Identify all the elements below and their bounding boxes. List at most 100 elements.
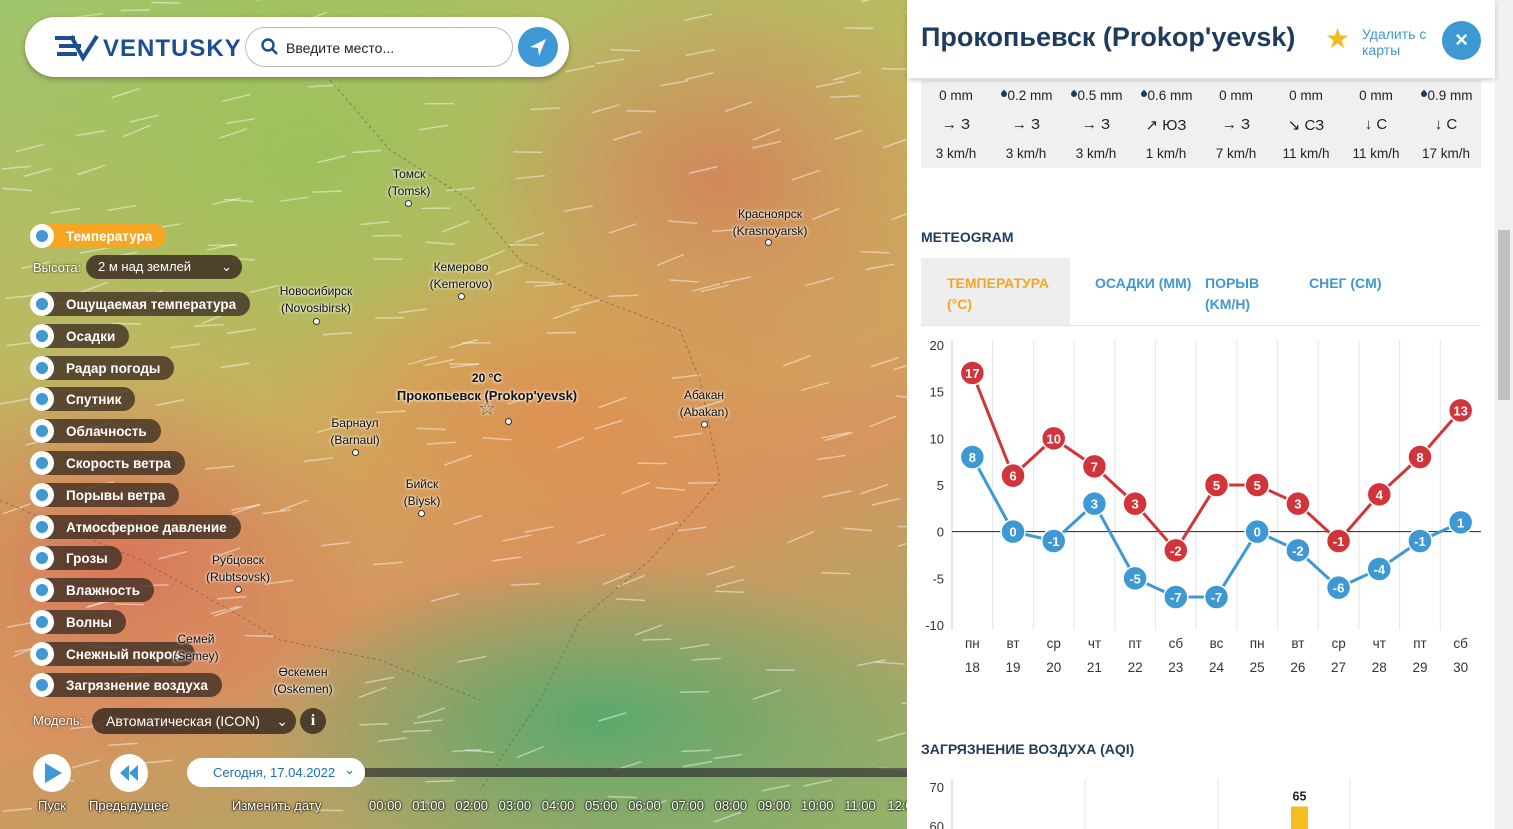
city-label[interactable]: Семей (Semey) — [173, 631, 218, 665]
time-label[interactable]: 00:00 — [369, 798, 402, 813]
wind-streak — [752, 140, 782, 149]
meteogram-tab[interactable]: СНЕГ (CM) — [1309, 275, 1382, 291]
wind-streak — [556, 436, 584, 449]
layer-icon — [30, 546, 54, 570]
time-label[interactable]: 01:00 — [412, 798, 445, 813]
wind-streak — [516, 746, 544, 759]
layer-item[interactable]: Спутник — [30, 387, 136, 411]
wind-streak — [656, 253, 685, 266]
data-label: -7 — [1170, 590, 1182, 605]
point — [1000, 518, 1026, 545]
city-label[interactable]: Красноярск (Krasnoyarsk) — [733, 206, 808, 240]
city-dot — [418, 510, 425, 517]
time-label[interactable]: 02:00 — [455, 798, 488, 813]
y-tick-label: -5 — [932, 571, 944, 586]
info-button[interactable]: i — [300, 708, 326, 734]
layer-item[interactable]: Волны — [30, 610, 126, 634]
city-label[interactable]: Томск (Tomsk) — [388, 166, 431, 200]
scrollbar[interactable] — [1495, 0, 1513, 829]
date-select[interactable]: Сегодня, 17.04.2022 ⌄ — [187, 758, 365, 787]
time-label[interactable]: 10:00 — [801, 798, 834, 813]
layer-item[interactable]: Загрязнение воздуха — [30, 673, 222, 697]
layer-item[interactable]: Скорость ветра — [30, 451, 185, 475]
wind-streak — [513, 151, 543, 154]
meteogram-tab[interactable]: ОСАДКИ (MM) — [1095, 275, 1192, 291]
model-label: Модель: — [33, 713, 84, 728]
layer-label: Температура — [66, 228, 153, 244]
y-tick-label: 70 — [930, 780, 944, 795]
time-label[interactable]: 03:00 — [498, 798, 532, 813]
wind-streak — [677, 526, 707, 532]
data-label: 0 — [1009, 525, 1016, 540]
wind-streak — [373, 561, 403, 566]
city-label[interactable]: Кемерово (Kemerovo) — [430, 259, 493, 293]
height-select[interactable]: 2 м над землей ⌄ — [86, 255, 242, 279]
city-label[interactable]: Бийск (Biysk) — [404, 476, 441, 510]
wind-streak — [401, 729, 432, 733]
wind-streak — [397, 308, 428, 314]
layer-icon — [30, 224, 54, 248]
locate-button[interactable] — [518, 27, 558, 67]
layer-active[interactable]: Температура — [30, 224, 167, 248]
wind-streak — [79, 247, 109, 254]
favorite-star[interactable]: ★ — [1325, 23, 1351, 54]
meteogram-tab[interactable]: ПОРЫВ (KM/H) — [1205, 275, 1260, 312]
layer-item[interactable]: Грозы — [30, 546, 122, 570]
remove-link[interactable]: Удалить с карты — [1362, 26, 1427, 58]
wind-streak — [669, 279, 699, 283]
wind-streak — [502, 534, 532, 542]
layer-label: Облачность — [66, 423, 147, 439]
scroll-thumb[interactable] — [1498, 230, 1510, 400]
precipitation: 0 mm — [1289, 88, 1323, 103]
precipitation: 0 mm — [939, 88, 973, 103]
time-label[interactable]: 07:00 — [671, 798, 704, 813]
wind-streak — [0, 398, 29, 405]
date-label: 25 — [1250, 660, 1265, 675]
city-dot — [352, 449, 359, 456]
date-label: 28 — [1372, 660, 1387, 675]
point — [1407, 444, 1433, 470]
time-label[interactable]: 06:00 — [628, 798, 661, 813]
city-label[interactable]: Новосибирск (Novosibirsk) — [280, 283, 352, 317]
logo[interactable]: VENTUSKY — [103, 35, 242, 62]
wind-streak — [869, 415, 897, 428]
time-label[interactable]: 08:00 — [714, 798, 748, 813]
time-label[interactable]: 05:00 — [585, 798, 618, 813]
date-label: 20 — [1046, 660, 1061, 675]
model-select[interactable]: Автоматическая (ICON) ⌄ — [92, 708, 296, 734]
date-label: 26 — [1290, 660, 1305, 675]
city-label[interactable]: Барнаул (Barnaul) — [330, 415, 379, 449]
wind-streak — [860, 250, 890, 254]
search-box[interactable]: Введите место... — [245, 27, 513, 67]
layer-item[interactable]: Облачность — [30, 419, 161, 443]
data-label: -7 — [1211, 590, 1223, 605]
point — [1122, 565, 1148, 592]
x-tick-label: сб — [1453, 636, 1468, 651]
layer-item[interactable]: Влажность — [30, 578, 155, 602]
city-label[interactable]: Рубцовск (Rubtsovsk) — [206, 552, 270, 586]
wind-streak — [694, 400, 724, 410]
city-dot — [458, 293, 465, 300]
close-button[interactable]: × — [1442, 21, 1481, 60]
date-label: 30 — [1453, 660, 1468, 675]
point — [1447, 509, 1474, 536]
layer-item[interactable]: Порывы ветра — [30, 483, 180, 507]
time-label[interactable]: 11:00 — [844, 798, 876, 813]
layer-item[interactable]: Ощущаемая температура — [30, 292, 251, 316]
time-label[interactable]: 09:00 — [757, 798, 791, 813]
layer-item[interactable]: Радар погоды — [30, 356, 175, 380]
city-label[interactable]: Абакан (Abakan) — [680, 387, 729, 421]
layer-item[interactable]: Осадки — [30, 324, 130, 348]
wind-streak — [649, 521, 679, 531]
layer-item[interactable]: Снежный покров — [30, 642, 195, 666]
time-label[interactable]: 04:00 — [541, 798, 575, 813]
wind-streak — [495, 264, 524, 275]
city-label[interactable]: Өскемен (Oskemen) — [273, 664, 332, 698]
wind-streak — [249, 284, 279, 294]
meteogram-tab[interactable]: ТЕМПЕРАТУРА (°C) — [947, 275, 1049, 312]
height-value: 2 м над землей — [98, 259, 192, 274]
wind-streak — [114, 603, 145, 606]
point — [1040, 528, 1067, 554]
layer-item[interactable]: Атмосферное давление — [30, 515, 241, 539]
point — [1407, 528, 1433, 554]
